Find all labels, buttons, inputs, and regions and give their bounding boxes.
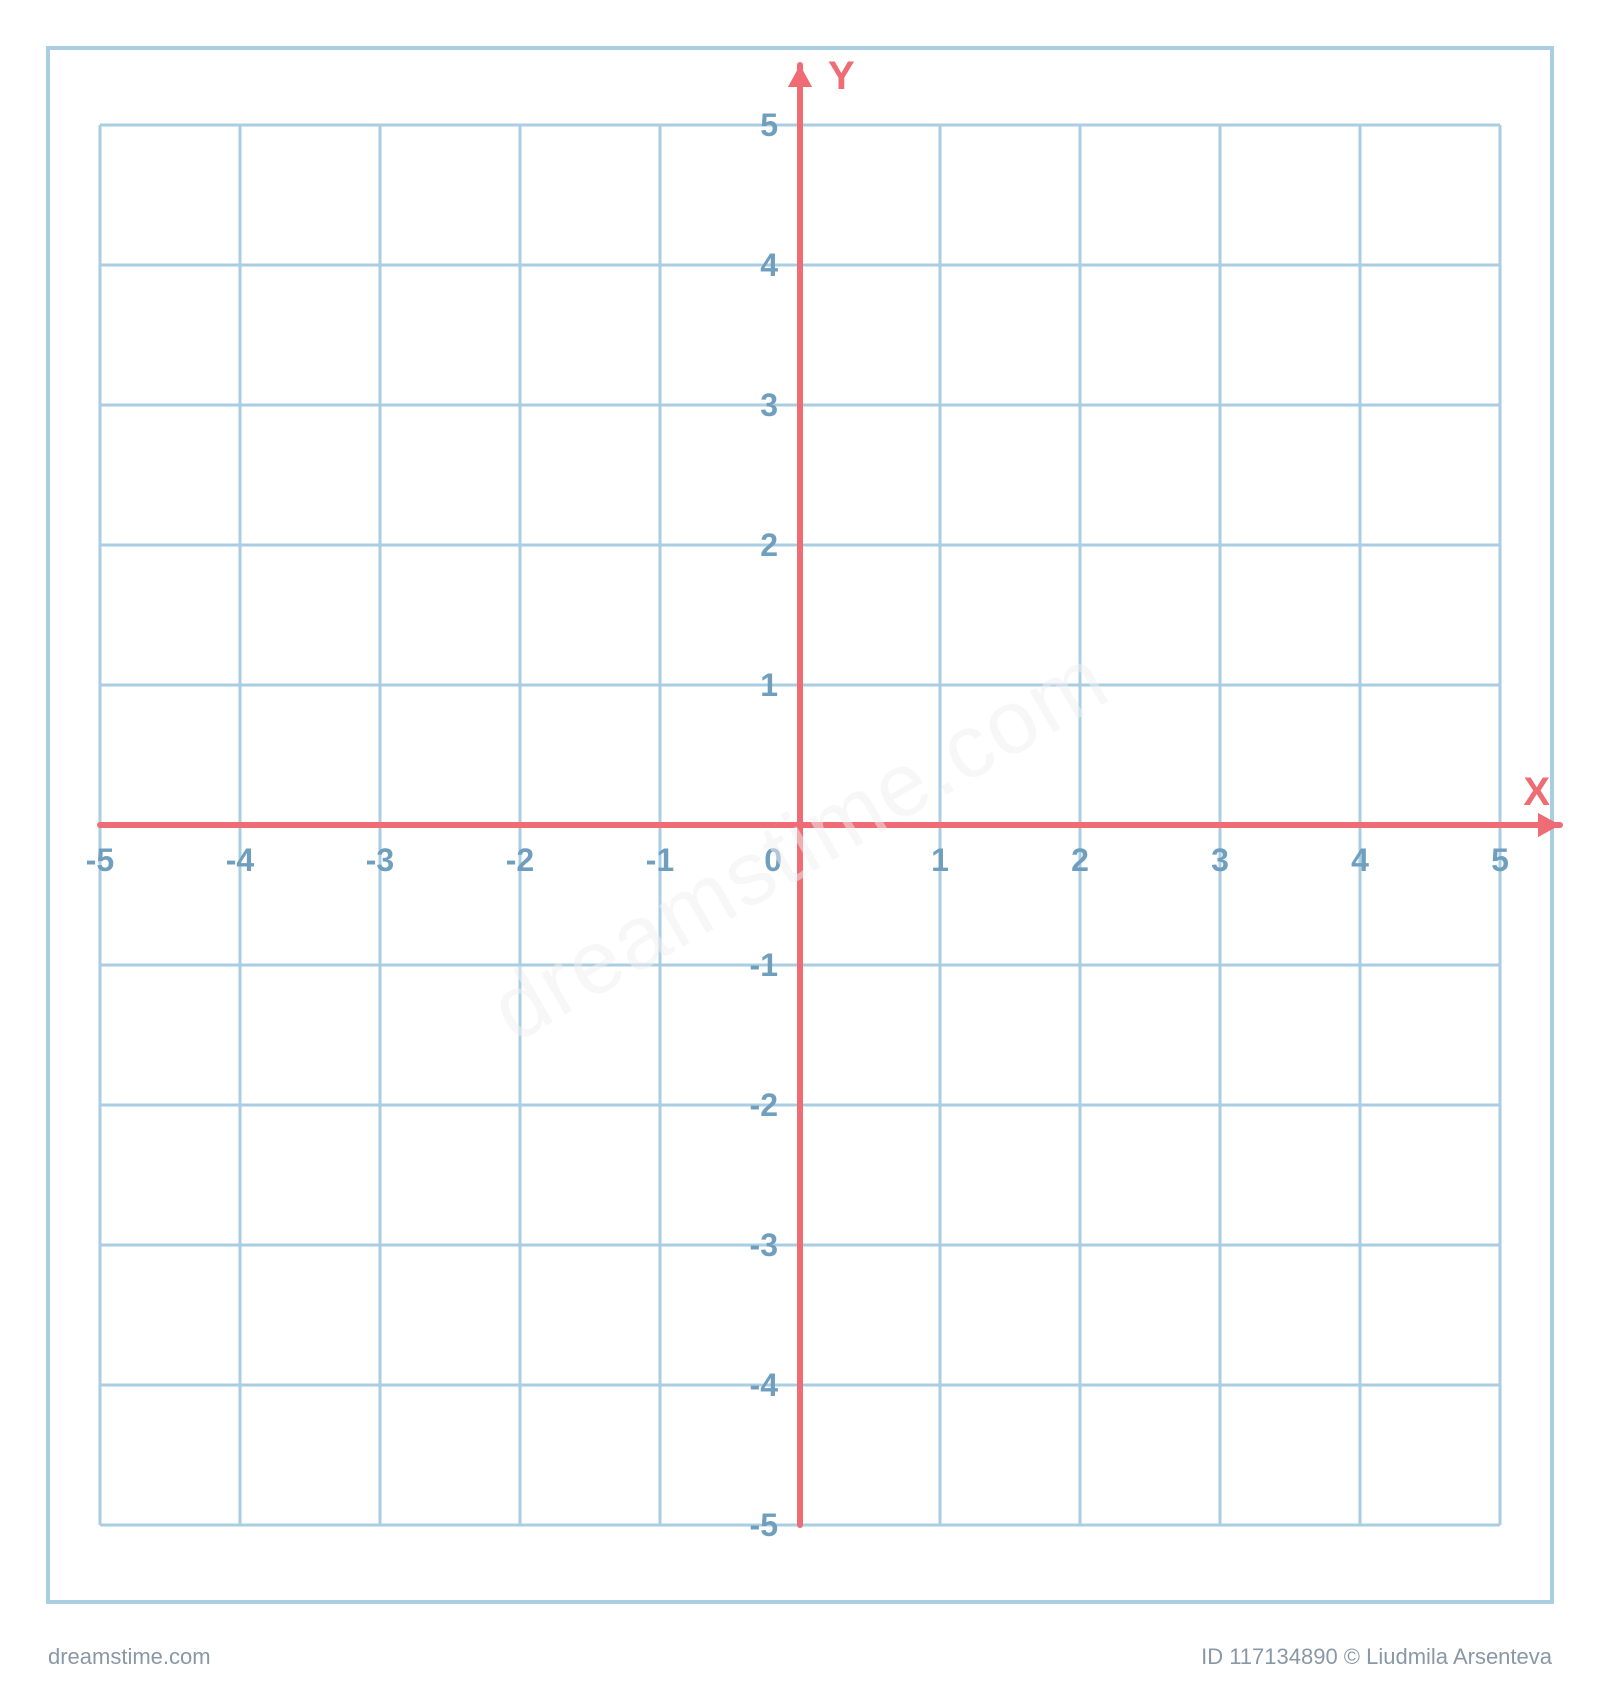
y-tick-label: 3 — [760, 387, 778, 423]
page-root: -5-4-3-2-1012345-5-4-3-2-112345 YX dream… — [0, 0, 1600, 1690]
x-tick-label: 1 — [931, 842, 949, 878]
x-tick-label: 4 — [1351, 842, 1369, 878]
y-tick-label: 4 — [760, 247, 778, 283]
footer-left: dreamstime.com — [48, 1644, 211, 1670]
x-tick-label: -3 — [366, 842, 394, 878]
y-tick-label: -3 — [750, 1227, 778, 1263]
x-tick-label: -4 — [226, 842, 255, 878]
x-tick-label: -2 — [506, 842, 534, 878]
axis-labels: YX — [828, 54, 1550, 814]
x-tick-label: -1 — [646, 842, 674, 878]
y-axis-label: Y — [828, 54, 855, 98]
x-tick-label: 3 — [1211, 842, 1229, 878]
y-tick-label: -4 — [750, 1367, 779, 1403]
y-axis-arrow-icon — [788, 65, 812, 87]
footer-right: ID 117134890 © Liudmila Arsenteva — [1201, 1644, 1552, 1670]
footer: dreamstime.com ID 117134890 © Liudmila A… — [0, 1644, 1600, 1670]
x-tick-label: -5 — [86, 842, 114, 878]
x-tick-label: 0 — [764, 842, 782, 878]
y-tick-label: -1 — [750, 947, 778, 983]
x-tick-label: 5 — [1491, 842, 1509, 878]
axes — [100, 65, 1560, 1525]
x-tick-label: 2 — [1071, 842, 1089, 878]
y-tick-label: 2 — [760, 527, 778, 563]
coordinate-plane-svg: -5-4-3-2-1012345-5-4-3-2-112345 YX — [0, 0, 1600, 1690]
y-tick-label: -5 — [750, 1507, 778, 1543]
x-axis-arrow-icon — [1538, 813, 1560, 837]
y-tick-label: -2 — [750, 1087, 778, 1123]
y-tick-label: 5 — [760, 107, 778, 143]
x-axis-label: X — [1523, 770, 1550, 814]
y-tick-label: 1 — [760, 667, 778, 703]
